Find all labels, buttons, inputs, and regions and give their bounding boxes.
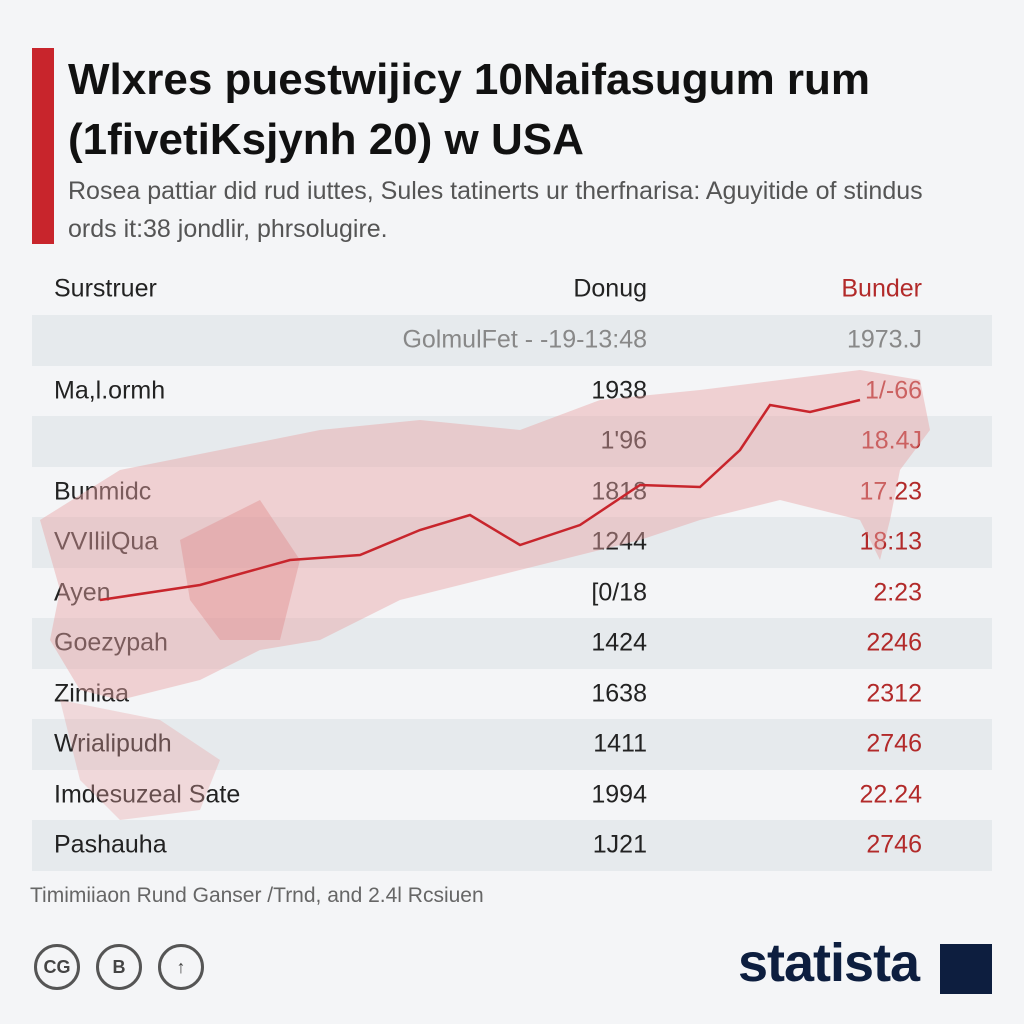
logo: statista [738,933,920,993]
table-cell: 1424 [591,628,647,657]
table-cell: Bunmidc [54,477,152,506]
table-header: Surstruer Donug Bunder [32,262,992,315]
table-cell: Ayen [54,578,111,607]
table-cell: 2246 [866,628,922,657]
table-row: VVIlilQua 1244 18:13 [32,517,992,568]
table-cell: 2746 [866,729,922,758]
table-cell: 1J21 [592,830,647,859]
table-row: Ayen [0/18 2:23 [32,568,992,619]
table-cell: Goezypah [54,628,168,657]
table-cell: 1411 [593,729,647,758]
table-cell: Pashauha [54,830,167,859]
table-row: Ma,l.ormh 1938 1/-66 [32,366,992,417]
table-cell: 1638 [591,679,647,708]
table-cell: VVIlilQua [54,527,159,556]
logo-mark [940,944,992,994]
license-icon: ↑ [158,944,204,990]
table-row: 1'96 18.4J [32,416,992,467]
table: Surstruer Donug Bunder GolmulFet - -19-1… [32,262,992,871]
table-cell: 1973.J [846,325,922,354]
table-cell: 2312 [866,679,922,708]
table-cell: 1818 [591,477,647,506]
table-cell: GolmulFet - -19-13:48 [402,325,647,354]
table-row: GolmulFet - -19-13:48 1973.J [32,315,992,366]
source: Timimiiaon Rund Ganser /Trnd, and 2.4l R… [30,884,484,907]
table-cell: Ma,l.ormh [54,376,166,405]
subtitle: Rosea pattiar did rud iuttes, Sules tati… [68,177,923,243]
table-cell: 1994 [591,780,647,809]
table-cell: 22.24 [859,780,922,809]
table-row: Zimiaa 1638 2312 [32,669,992,720]
license-icon: CG [34,944,80,990]
table-row: Pashauha 1J21 2746 [32,820,992,871]
table-row: Bunmidc 1818 17.23 [32,467,992,518]
table-cell: 1244 [591,527,647,556]
accent-bar [32,48,54,244]
title: Wlxres puestwijicy 10Naifasugum rum (1fi… [68,55,871,164]
table-cell: [0/18 [591,578,647,607]
column-header: Bunder [841,274,922,302]
table-cell: 1/-66 [865,376,922,405]
table-cell: 1'96 [600,426,647,455]
table-cell: 2:23 [873,578,922,607]
table-body: GolmulFet - -19-13:48 1973.J Ma,l.ormh 1938… [32,315,992,871]
table-cell: 17.23 [859,477,922,506]
table-row: Imdesuzeal Sate 1994 22.24 [32,770,992,821]
license-icon: B [96,944,142,990]
table-cell: 18:13 [859,527,922,556]
table-row: Goezypah 1424 2246 [32,618,992,669]
column-header: Donug [573,274,647,302]
table-row: Wrialipudh 1411 2746 [32,719,992,770]
table-cell: Imdesuzeal Sate [54,780,241,809]
table-cell: 2746 [866,830,922,859]
table-cell: 18.4J [860,426,922,455]
table-cell: Zimiaa [54,679,130,708]
table-cell: Wrialipudh [54,729,172,758]
table-cell: 1938 [591,376,647,405]
column-header: Surstruer [54,274,157,302]
